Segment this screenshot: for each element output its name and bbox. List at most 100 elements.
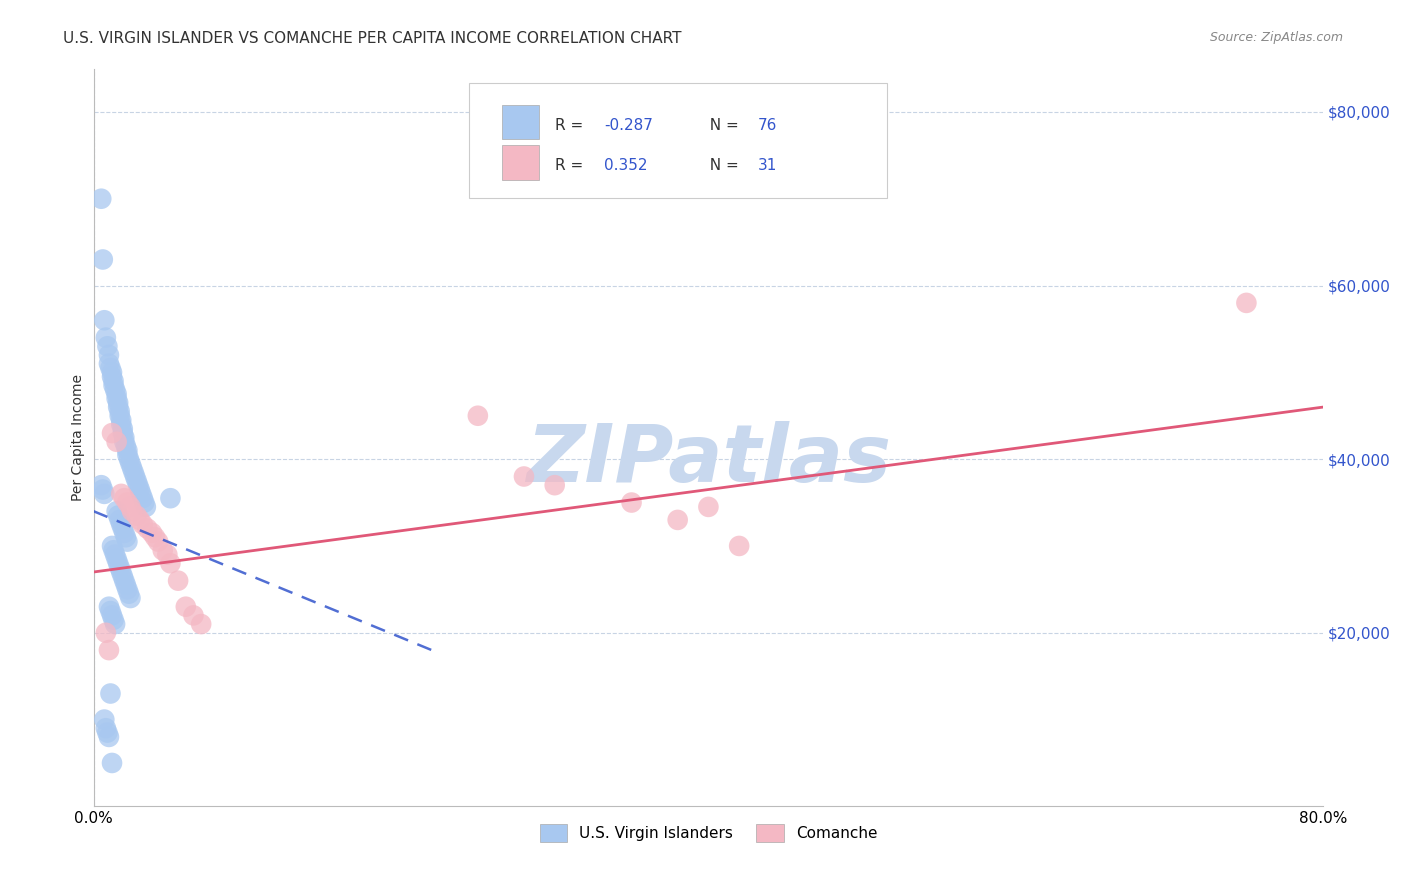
Text: N =: N = bbox=[700, 159, 744, 173]
Point bbox=[115, 578, 138, 592]
Point bbox=[105, 552, 128, 566]
Point bbox=[544, 478, 567, 492]
Point bbox=[103, 613, 125, 627]
Point bbox=[117, 448, 139, 462]
FancyBboxPatch shape bbox=[502, 145, 538, 180]
Point bbox=[159, 491, 181, 506]
Point bbox=[111, 422, 134, 436]
Point bbox=[108, 409, 131, 423]
Point bbox=[101, 369, 124, 384]
Point bbox=[101, 365, 124, 379]
Point bbox=[104, 617, 127, 632]
Point bbox=[93, 487, 115, 501]
Point bbox=[112, 574, 135, 588]
Point bbox=[105, 504, 128, 518]
Text: N =: N = bbox=[700, 118, 744, 133]
Point bbox=[120, 457, 142, 471]
Point bbox=[121, 504, 143, 518]
Point bbox=[117, 495, 139, 509]
Point bbox=[105, 392, 128, 406]
Point bbox=[100, 686, 122, 700]
Point bbox=[110, 517, 132, 532]
Point bbox=[90, 192, 112, 206]
Point bbox=[115, 439, 138, 453]
Point bbox=[159, 557, 181, 571]
Point bbox=[136, 522, 159, 536]
Point bbox=[96, 725, 118, 739]
Point bbox=[105, 387, 128, 401]
Point bbox=[124, 469, 146, 483]
Point bbox=[125, 508, 148, 523]
Point bbox=[728, 539, 751, 553]
Point bbox=[143, 530, 166, 544]
Point bbox=[108, 404, 131, 418]
Point bbox=[97, 730, 120, 744]
Point bbox=[146, 534, 169, 549]
Point bbox=[167, 574, 190, 588]
Point bbox=[101, 426, 124, 441]
Point bbox=[152, 543, 174, 558]
Point bbox=[103, 378, 125, 392]
Point bbox=[93, 713, 115, 727]
Point bbox=[107, 557, 129, 571]
Point bbox=[174, 599, 197, 614]
Point bbox=[118, 587, 141, 601]
Point bbox=[125, 474, 148, 488]
Point bbox=[94, 625, 117, 640]
Point bbox=[117, 582, 139, 597]
Point bbox=[108, 560, 131, 574]
Legend: U.S. Virgin Islanders, Comanche: U.S. Virgin Islanders, Comanche bbox=[527, 812, 890, 854]
Point bbox=[91, 483, 114, 497]
Text: 76: 76 bbox=[758, 118, 778, 133]
Point bbox=[112, 430, 135, 444]
Text: Source: ZipAtlas.com: Source: ZipAtlas.com bbox=[1209, 31, 1343, 45]
Point bbox=[1234, 296, 1257, 310]
Point bbox=[117, 443, 139, 458]
Point bbox=[156, 548, 179, 562]
Point bbox=[111, 426, 134, 441]
Point bbox=[104, 383, 127, 397]
Y-axis label: Per Capita Income: Per Capita Income bbox=[72, 374, 86, 501]
FancyBboxPatch shape bbox=[468, 83, 887, 198]
Point bbox=[107, 400, 129, 414]
Point bbox=[132, 517, 155, 532]
Point bbox=[100, 604, 122, 618]
Point bbox=[101, 539, 124, 553]
Point bbox=[127, 478, 149, 492]
Point bbox=[111, 569, 134, 583]
Point bbox=[513, 469, 536, 483]
Point bbox=[120, 500, 142, 514]
Point bbox=[132, 491, 155, 506]
Point bbox=[697, 500, 720, 514]
Text: -0.287: -0.287 bbox=[605, 118, 652, 133]
Point bbox=[120, 591, 142, 605]
Point bbox=[97, 357, 120, 371]
Point bbox=[91, 252, 114, 267]
Point bbox=[129, 487, 152, 501]
Point bbox=[112, 434, 135, 449]
Point bbox=[103, 543, 125, 558]
Point bbox=[128, 513, 150, 527]
Point bbox=[112, 491, 135, 506]
Point bbox=[620, 495, 643, 509]
Point bbox=[97, 599, 120, 614]
Point bbox=[183, 608, 205, 623]
Point bbox=[112, 525, 135, 540]
Point bbox=[107, 508, 129, 523]
Point bbox=[96, 339, 118, 353]
Point bbox=[134, 495, 156, 509]
Point bbox=[94, 330, 117, 344]
Point bbox=[97, 643, 120, 657]
Point bbox=[121, 460, 143, 475]
Point bbox=[105, 434, 128, 449]
Text: R =: R = bbox=[555, 159, 588, 173]
Point bbox=[467, 409, 489, 423]
Point bbox=[135, 500, 157, 514]
FancyBboxPatch shape bbox=[502, 104, 538, 139]
Point bbox=[128, 483, 150, 497]
Point bbox=[110, 565, 132, 579]
Point bbox=[110, 413, 132, 427]
Point bbox=[110, 487, 132, 501]
Text: R =: R = bbox=[555, 118, 588, 133]
Point bbox=[101, 756, 124, 770]
